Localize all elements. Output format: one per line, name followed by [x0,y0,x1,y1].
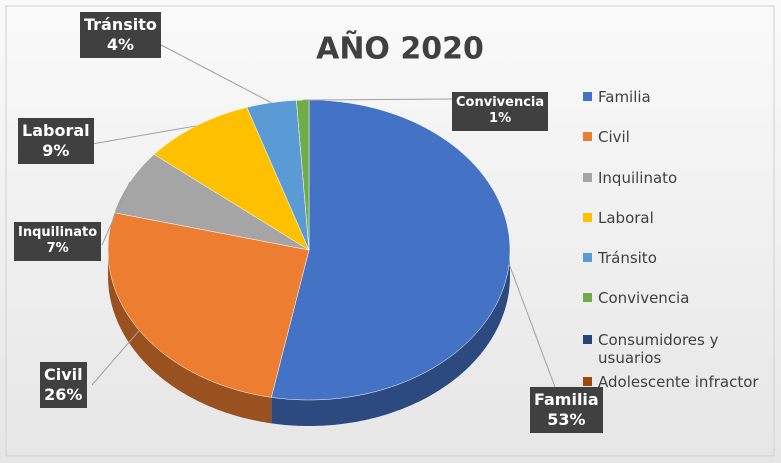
leader-line [91,330,140,386]
slice-side [271,250,510,426]
legend-item: Laboral [583,209,763,227]
data-label: Inquilinato 7% [14,222,102,261]
data-label: Tránsito 4% [80,12,161,58]
slice-side [108,250,272,424]
legend-label: Inquilinato [598,169,678,187]
legend-item: Consumidores y usuarios [583,331,763,367]
data-label-name: Convivencia [456,95,545,110]
data-label-value: 1% [489,111,512,127]
leader-line [302,98,453,101]
data-label: Convivencia 1% [452,92,549,131]
legend-swatch [583,92,592,101]
legend-swatch [583,132,592,141]
data-label: Laboral 9% [18,118,94,164]
data-label-name: Laboral [22,121,90,140]
legend-item: Tránsito [583,249,763,267]
legend-swatch [583,293,592,302]
legend-item: Familia [583,88,763,106]
data-label: Civil 26% [40,362,87,408]
data-label-value: 53% [547,410,586,429]
leader-line [91,125,197,145]
leader-line [101,181,131,246]
chart-title: AÑO 2020 [316,30,484,67]
legend-swatch [583,213,592,222]
legend-swatch [583,377,592,386]
data-label: Familia 53% [530,387,603,433]
legend-label: Convivencia [598,289,690,307]
legend-label: Consumidores y usuarios [598,331,719,367]
data-label-value: 7% [46,241,69,257]
legend-item: Convivencia [583,289,763,307]
legend-item: Adolescente infractor [583,373,763,391]
legend-label: Civil [598,128,630,146]
slice [153,107,310,251]
leader-line [508,263,556,388]
data-label-name: Familia [534,390,599,409]
legend-label: Adolescente infractor [598,373,759,391]
legend-label: Tránsito [598,249,657,267]
legend-swatch [583,335,592,344]
data-label-name: Tránsito [84,15,157,34]
slice [271,99,511,401]
legend-label: Familia [598,88,651,106]
data-label-value: 26% [44,385,83,404]
leader-line [141,34,272,104]
data-label-value: 9% [42,141,70,160]
legend-item: Civil [583,128,763,146]
data-label-name: Inquilinato [18,225,98,240]
legend-swatch [583,253,592,262]
data-label-name: Civil [44,365,83,384]
legend-label: Laboral [598,209,654,227]
frame [5,5,775,457]
slice [113,154,310,251]
data-label-value: 4% [106,35,135,54]
legend-swatch [583,173,592,182]
legend-item: Inquilinato [583,169,763,187]
slice [246,100,310,251]
